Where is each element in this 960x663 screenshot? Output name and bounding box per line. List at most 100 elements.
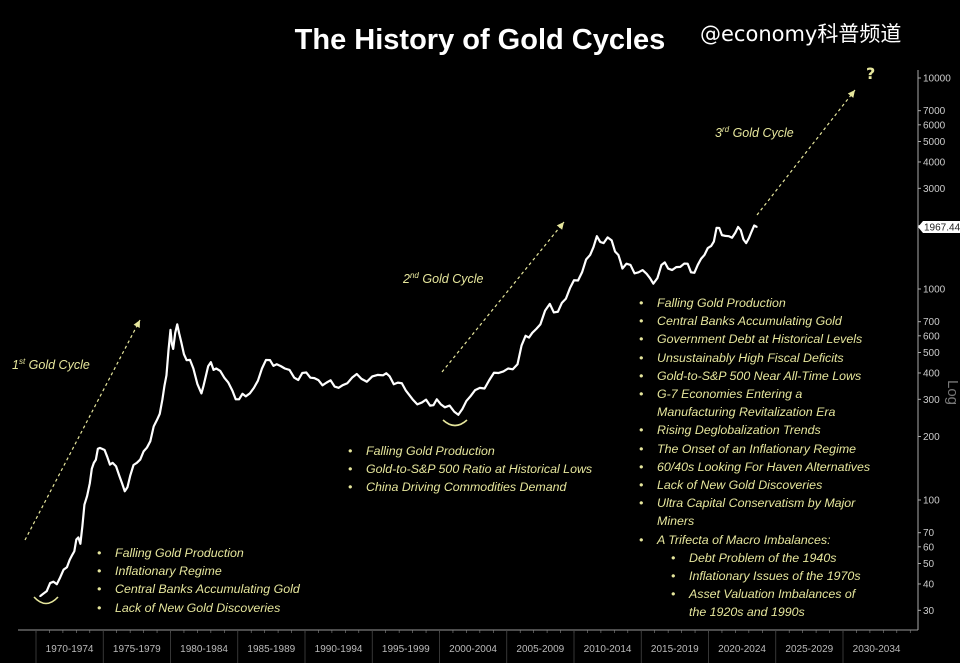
- y-tick-label: 7000: [923, 106, 946, 117]
- data-point: [223, 376, 226, 379]
- note-item: Inflationary Issues of the 1970s: [639, 567, 870, 585]
- x-tick-label: 2005-2009: [516, 644, 564, 655]
- note-item: Rising Deglobalization Trends: [639, 421, 870, 439]
- note-item: Central Banks Accumulating Gold: [639, 312, 870, 330]
- data-point: [721, 234, 723, 236]
- y-tick-label: 60: [923, 542, 935, 553]
- note-item: The Onset of an Inflationary Regime: [639, 440, 870, 458]
- data-point: [79, 543, 82, 545]
- data-point: [83, 503, 86, 506]
- notes-cycle2: Falling Gold ProductionGold-to-S&P 500 R…: [348, 442, 592, 497]
- data-point: [333, 385, 336, 388]
- x-tick-label: 1990-1994: [315, 644, 363, 655]
- data-point: [59, 576, 62, 579]
- data-point: [596, 235, 598, 237]
- data-point: [39, 595, 41, 598]
- notes-cycle1: Falling Gold ProductionInflationary Regi…: [97, 544, 300, 617]
- note-item: 60/40s Looking For Haven Alternatives: [639, 458, 870, 476]
- x-tick-label: 1985-1989: [247, 644, 295, 655]
- data-point: [156, 418, 158, 421]
- data-point: [557, 310, 559, 313]
- data-point: [610, 239, 613, 242]
- x-tick-label: 1980-1984: [180, 644, 228, 655]
- data-point: [710, 245, 712, 247]
- y-tick-label: 50: [923, 559, 935, 570]
- data-point: [123, 490, 126, 493]
- note-item: Miners: [657, 514, 695, 529]
- data-point: [745, 242, 747, 244]
- data-point: [488, 379, 491, 381]
- note-item: Falling Gold Production: [97, 544, 300, 562]
- data-point: [284, 367, 286, 370]
- data-point: [161, 398, 164, 401]
- cycle2-text: Gold Cycle: [422, 272, 484, 287]
- cycle1-label: 1st Gold Cycle: [12, 357, 90, 372]
- data-point: [703, 254, 706, 256]
- data-point: [453, 410, 456, 413]
- data-point: [479, 387, 481, 389]
- x-tick-label: 2015-2019: [651, 644, 699, 655]
- data-point: [97, 447, 99, 450]
- arrowhead-icon: [133, 320, 140, 328]
- data-point: [507, 367, 509, 370]
- data-point: [602, 242, 605, 244]
- y-tick-label: 600: [923, 331, 940, 342]
- data-point: [637, 271, 640, 274]
- y-tick-label: 700: [923, 317, 940, 328]
- note-item: Falling Gold Production: [348, 442, 592, 460]
- note-item: Asset Valuation Imbalances of: [639, 585, 870, 603]
- data-point: [690, 271, 692, 274]
- notes-cycle3: Falling Gold ProductionCentral Banks Acc…: [639, 294, 870, 622]
- data-point: [461, 408, 464, 410]
- data-point: [215, 367, 218, 370]
- x-tick-label: 2020-2024: [718, 644, 766, 655]
- note-item: Central Banks Accumulating Gold: [97, 580, 300, 598]
- data-point: [436, 398, 438, 401]
- note-item: Inflationary Regime: [97, 562, 300, 580]
- cycle3-num: 3: [715, 126, 722, 141]
- data-point: [309, 376, 312, 379]
- data-point: [317, 379, 320, 381]
- data-point: [341, 384, 344, 387]
- data-point: [293, 376, 296, 379]
- cycle3-label: 3rd Gold Cycle: [715, 125, 794, 140]
- cycle-bottom-marker: [442, 419, 468, 427]
- note-item: Lack of New Gold Discoveries: [97, 599, 300, 617]
- data-point: [581, 271, 583, 274]
- arrowhead-icon: [847, 90, 855, 98]
- data-point: [106, 456, 109, 458]
- x-tick-label: 2025-2029: [785, 644, 833, 655]
- cycle1-sup: st: [18, 357, 26, 366]
- cycle2-num: 2: [403, 272, 410, 287]
- data-point: [660, 264, 663, 266]
- cycle-arrow-line: [756, 89, 856, 216]
- data-point: [539, 323, 542, 326]
- data-point: [66, 566, 68, 569]
- gold-price-line: [39, 224, 758, 598]
- data-point: [388, 375, 391, 378]
- note-item: Gold-to-S&P 500 Ratio at Historical Lows: [348, 460, 592, 478]
- data-point: [696, 264, 699, 266]
- data-point: [652, 282, 655, 285]
- x-tick-label: 2010-2014: [584, 644, 632, 655]
- data-point: [573, 279, 575, 282]
- data-point: [397, 381, 399, 384]
- note-item: Debt Problem of the 1940s: [639, 549, 870, 567]
- data-point: [192, 367, 195, 370]
- data-point: [129, 475, 131, 477]
- data-point: [382, 374, 384, 377]
- data-point: [176, 323, 179, 326]
- data-point: [204, 376, 207, 379]
- data-point: [301, 372, 304, 374]
- note-item: China Driving Commodities Demand: [348, 478, 592, 496]
- data-point: [149, 440, 152, 442]
- y-tick-label: 6000: [923, 120, 946, 131]
- data-point: [231, 389, 234, 392]
- y-tick-label: 40: [923, 579, 935, 590]
- y-tick-label: 3000: [923, 184, 946, 195]
- data-point: [565, 297, 567, 300]
- note-item: Gold-to-S&P 500 Near All-Time Lows: [639, 367, 870, 385]
- watermark: @economy科普频道: [700, 22, 902, 46]
- data-point: [756, 226, 758, 228]
- data-point: [136, 462, 138, 464]
